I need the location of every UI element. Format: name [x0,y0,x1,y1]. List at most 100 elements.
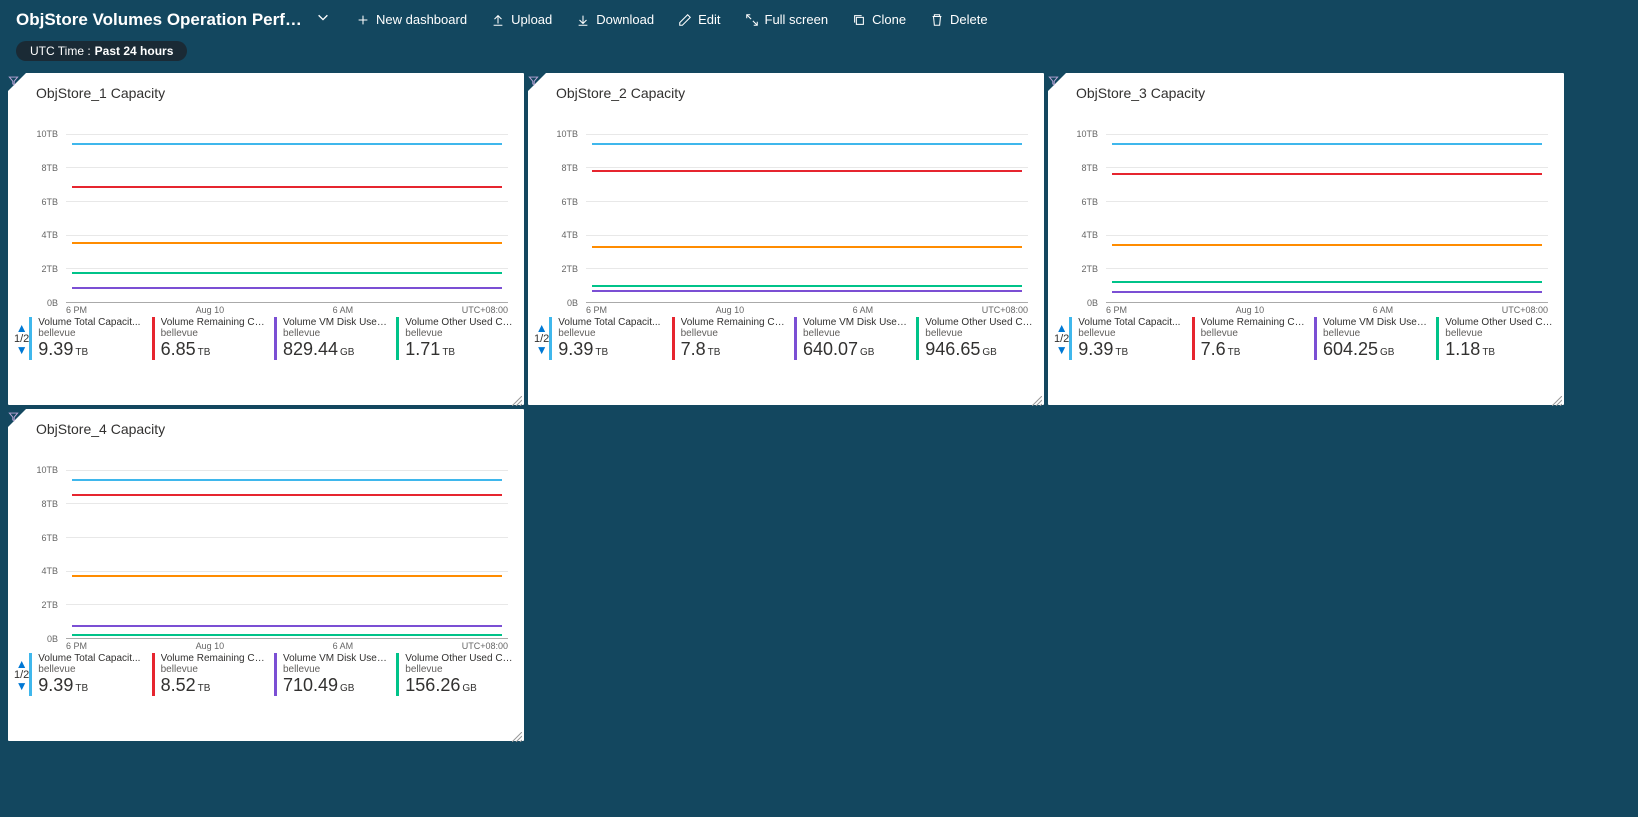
resize-handle-icon[interactable] [512,729,522,739]
y-tick-label: 8TB [561,163,578,173]
metric-card[interactable]: Volume Other Used Ca...bellevue1.18TB [1436,317,1558,360]
x-tick-label: 6 AM [333,305,354,317]
x-tick-label: UTC+08:00 [462,305,508,317]
y-tick-label: 6TB [1081,197,1098,207]
metric-card[interactable]: Volume Other Used Ca...bellevue946.65GB [916,317,1038,360]
metric-card[interactable]: Volume Remaining Cap...bellevue7.8TB [672,317,794,360]
new-dashboard-button[interactable]: New dashboard [346,8,477,31]
gridline [66,537,508,538]
chart-area: 10TB8TB6TB4TB2TB0B6 PMAug 106 AMUTC+08:0… [1058,117,1554,317]
pager-down-icon[interactable]: ▼ [16,681,28,691]
dashboard-grid: ObjStore_1 Capacity10TB8TB6TB4TB2TB0B6 P… [0,69,1638,745]
metrics-group: Volume Total Capacit...bellevue9.39TBVol… [29,653,518,696]
filter-icon[interactable] [8,73,19,91]
legend-row: ▲1/2▼Volume Total Capacit...bellevue9.39… [8,653,524,702]
pager-down-icon[interactable]: ▼ [1056,345,1068,355]
series-line [72,479,502,481]
chart-area: 10TB8TB6TB4TB2TB0B6 PMAug 106 AMUTC+08:0… [538,117,1034,317]
series-line [1112,143,1542,145]
chart-panel: ObjStore_1 Capacity 10TB8TB6TB4TB2TB0B6 P… [8,73,524,405]
y-tick-label: 0B [47,634,58,644]
x-tick-label: 6 PM [1106,305,1127,317]
series-line [1112,173,1542,175]
filter-icon[interactable] [528,73,539,91]
delete-button[interactable]: Delete [920,8,998,31]
metrics-group: Volume Total Capacit...bellevue9.39TBVol… [549,317,1038,360]
metric-value: 640.07GB [803,339,912,360]
metric-label: Volume VM Disk Used ... [283,317,392,328]
series-line [72,575,502,577]
pager-down-icon[interactable]: ▼ [16,345,28,355]
legend-pager: ▲1/2▼ [14,659,29,691]
y-tick-label: 6TB [41,197,58,207]
panel-title: ObjStore_4 Capacity [8,409,524,443]
resize-handle-icon[interactable] [1552,393,1562,403]
metric-card[interactable]: Volume VM Disk Used ...bellevue604.25GB [1314,317,1436,360]
x-tick-label: Aug 10 [716,305,745,317]
clone-button[interactable]: Clone [842,8,916,31]
resize-handle-icon[interactable] [1032,393,1042,403]
metric-card[interactable]: Volume Total Capacit...bellevue9.39TB [1069,317,1191,360]
metric-card[interactable]: Volume Remaining Cap...bellevue6.85TB [152,317,274,360]
metric-card[interactable]: Volume VM Disk Used ...bellevue710.49GB [274,653,396,696]
metric-card[interactable]: Volume VM Disk Used ...bellevue829.44GB [274,317,396,360]
y-tick-label: 8TB [41,499,58,509]
title-dropdown-icon[interactable] [316,10,330,29]
metric-label: Volume Total Capacit... [38,653,147,664]
edit-label: Edit [698,12,720,27]
pager-down-icon[interactable]: ▼ [536,345,548,355]
pager-up-icon[interactable]: ▲ [536,323,548,333]
gridline [1106,268,1548,269]
series-line [592,246,1022,248]
series-line [1112,244,1542,246]
metric-card[interactable]: Volume Total Capacit...bellevue9.39TB [29,653,151,696]
metric-value: 9.39TB [38,339,147,360]
pager-up-icon[interactable]: ▲ [16,323,28,333]
time-range-pill[interactable]: UTC Time : Past 24 hours [16,41,187,61]
metric-card[interactable]: Volume VM Disk Used ...bellevue640.07GB [794,317,916,360]
y-tick-label: 4TB [1081,230,1098,240]
series-line [72,242,502,244]
series-line [72,494,502,496]
y-tick-label: 10TB [36,465,58,475]
pager-up-icon[interactable]: ▲ [1056,323,1068,333]
upload-icon [491,13,505,27]
x-axis: 6 PMAug 106 AMUTC+08:00 [66,639,508,653]
filter-icon[interactable] [1048,73,1059,91]
gridline [66,604,508,605]
metric-card[interactable]: Volume Remaining Cap...bellevue7.6TB [1192,317,1314,360]
download-icon [576,13,590,27]
y-tick-label: 0B [1087,298,1098,308]
upload-button[interactable]: Upload [481,8,562,31]
metric-label: Volume VM Disk Used ... [1323,317,1432,328]
metric-source: bellevue [405,328,514,339]
fullscreen-button[interactable]: Full screen [735,8,839,31]
panel-title: ObjStore_1 Capacity [8,73,524,107]
metric-card[interactable]: Volume Remaining Cap...bellevue8.52TB [152,653,274,696]
x-axis: 6 PMAug 106 AMUTC+08:00 [66,303,508,317]
pager-up-icon[interactable]: ▲ [16,659,28,669]
metric-value: 946.65GB [925,339,1034,360]
legend-pager: ▲1/2▼ [1054,323,1069,355]
resize-handle-icon[interactable] [512,393,522,403]
time-range-value: Past 24 hours [95,44,174,58]
metric-card[interactable]: Volume Total Capacit...bellevue9.39TB [549,317,671,360]
metric-card[interactable]: Volume Other Used Ca...bellevue1.71TB [396,317,518,360]
metric-card[interactable]: Volume Other Used Ca...bellevue156.26GB [396,653,518,696]
edit-button[interactable]: Edit [668,8,730,31]
dashboard-toolbar: ObjStore Volumes Operation Perfo... New … [0,0,1638,39]
metric-card[interactable]: Volume Total Capacit...bellevue9.39TB [29,317,151,360]
download-button[interactable]: Download [566,8,664,31]
y-tick-label: 2TB [41,600,58,610]
metric-value: 829.44GB [283,339,392,360]
metric-label: Volume Remaining Cap... [681,317,790,328]
delete-icon [930,13,944,27]
x-tick-label: Aug 10 [1236,305,1265,317]
edit-icon [678,13,692,27]
metric-value: 8.52TB [161,675,270,696]
chart-area: 10TB8TB6TB4TB2TB0B6 PMAug 106 AMUTC+08:0… [18,117,514,317]
filter-icon[interactable] [8,409,19,427]
gridline [1106,167,1548,168]
gridline [66,201,508,202]
metric-source: bellevue [283,664,392,675]
